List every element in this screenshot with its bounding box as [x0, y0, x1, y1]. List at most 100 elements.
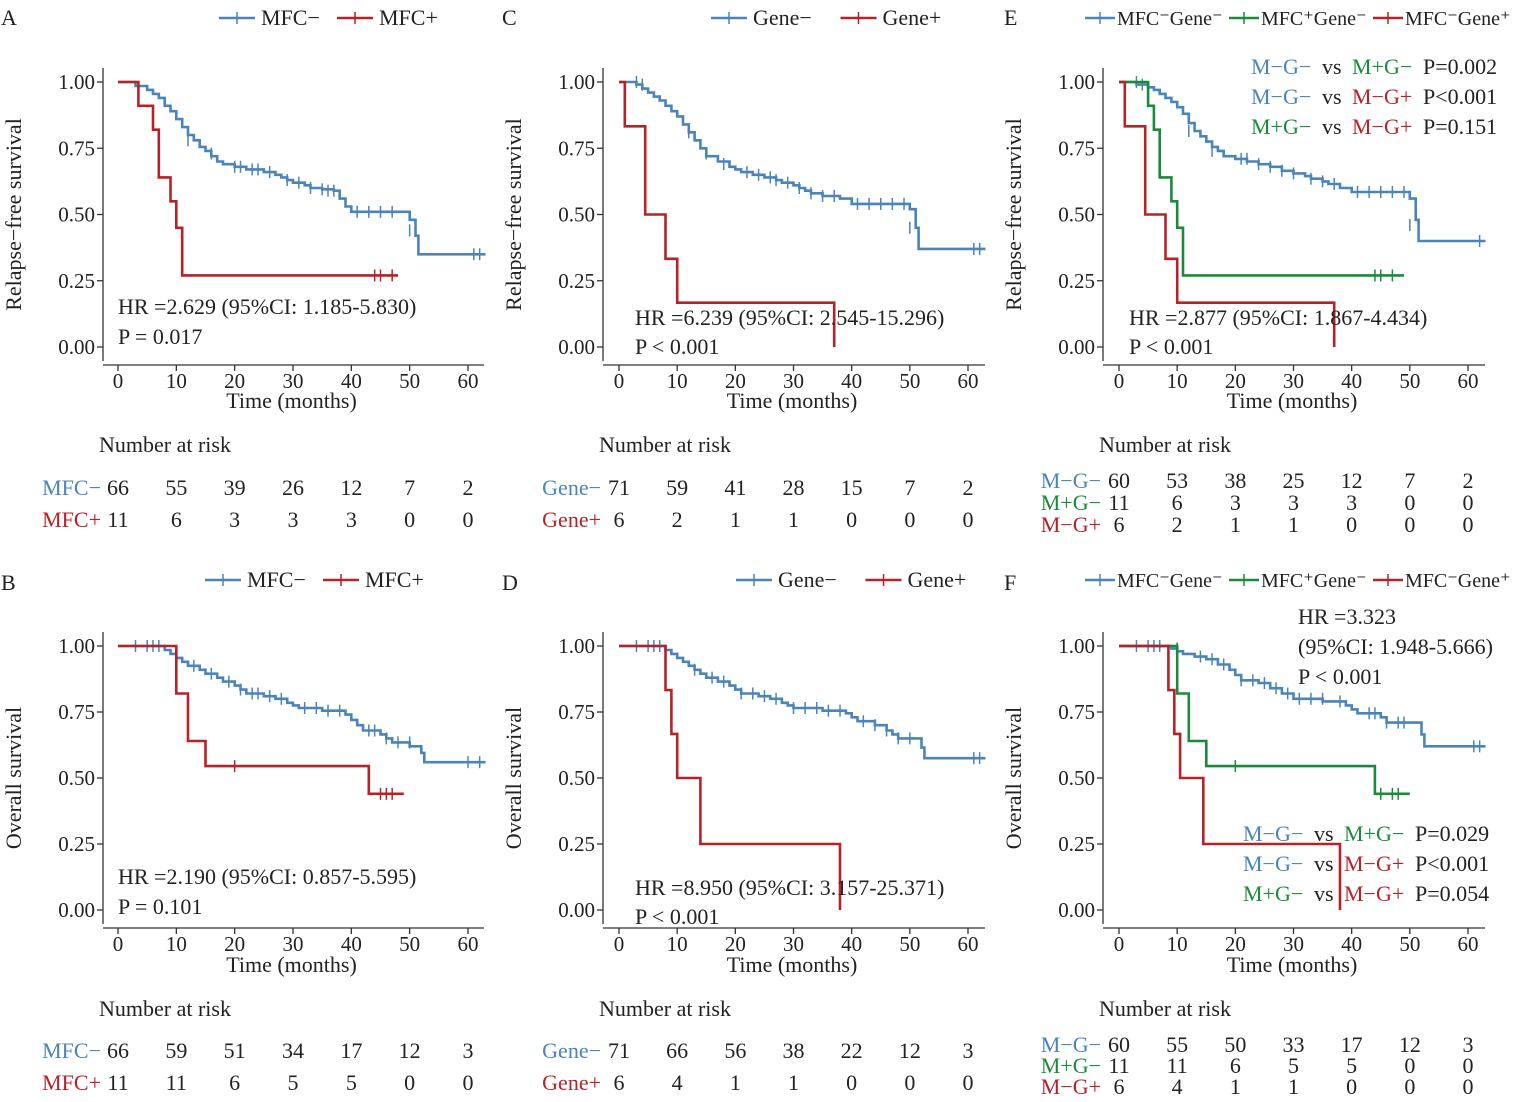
comparison-vs: vs: [1322, 114, 1342, 139]
y-axis-label: Relapse−free survival: [1001, 118, 1026, 311]
x-tick-label: 10: [1167, 369, 1188, 393]
risk-value: 15: [841, 475, 863, 500]
risk-value: 6: [1172, 490, 1183, 515]
comparison-group-b: M−G+: [1344, 851, 1404, 876]
comparison-p-value: P<0.001: [1423, 84, 1497, 109]
risk-value: 7: [404, 475, 415, 500]
y-tick-label: 0.25: [58, 832, 95, 856]
risk-value: 26: [282, 475, 304, 500]
comparison-p-value: P=0.029: [1415, 821, 1489, 846]
risk-value: 7: [904, 475, 915, 500]
hr-annotation: P < 0.001: [635, 334, 719, 359]
hr-annotation: HR =2.877 (95%CI: 1.867-4.434): [1129, 305, 1427, 330]
risk-value: 1: [1230, 1074, 1241, 1099]
x-tick-label: 20: [224, 932, 245, 956]
hr-annotation: (95%CI: 1.948-5.666): [1298, 634, 1493, 659]
x-axis-label: Time (months): [226, 952, 357, 977]
legend: Gene− Gene+: [736, 567, 966, 592]
risk-table-title: Number at risk: [1099, 432, 1231, 457]
x-axis-label: Time (months): [727, 952, 858, 977]
risk-value: 11: [1108, 490, 1129, 515]
comparison-row: M−G− vs M+G− P=0.029: [1243, 821, 1489, 846]
risk-value: 3: [963, 1038, 974, 1063]
x-tick-label: 0: [113, 369, 124, 393]
x-tick-label: 10: [667, 932, 688, 956]
y-tick-label: 0.75: [1058, 700, 1095, 724]
x-tick-label: 10: [667, 369, 688, 393]
risk-value: 6: [1114, 512, 1125, 537]
risk-row-label: Gene−: [542, 1038, 601, 1063]
hr-annotation: P < 0.001: [635, 904, 719, 929]
legend-label: MFC⁺Gene⁻: [1261, 570, 1367, 592]
risk-value: 3: [1230, 490, 1241, 515]
x-tick-label: 60: [458, 369, 479, 393]
risk-value: 59: [666, 475, 688, 500]
comparison-p-value: P=0.151: [1423, 114, 1497, 139]
risk-value: 2: [1172, 512, 1183, 537]
risk-value: 4: [672, 1070, 683, 1095]
x-axis-label: Time (months): [1227, 952, 1358, 977]
series-line-blue: [619, 644, 986, 760]
risk-value: 6: [614, 1070, 625, 1095]
x-tick-label: 10: [166, 932, 187, 956]
y-tick-label: 0.00: [558, 898, 595, 922]
series-line-red: [1119, 644, 1342, 910]
risk-value: 0: [963, 1070, 974, 1095]
risk-row-label: M−G−: [1041, 1032, 1101, 1057]
risk-table-title: Number at risk: [599, 996, 731, 1021]
y-axis-label: Relapse−free survival: [1, 118, 26, 311]
legend-label: Gene+: [883, 5, 942, 30]
risk-value: 11: [107, 507, 128, 532]
y-tick-label: 0.75: [1058, 136, 1095, 160]
y-axis-label: Relapse−free survival: [501, 118, 526, 311]
y-tick-label: 0.25: [558, 269, 595, 293]
comparison-row: M+G− vs M−G+ P=0.151: [1251, 114, 1497, 139]
comparison-group-b: M+G−: [1352, 54, 1412, 79]
panel-label: A: [1, 5, 17, 30]
risk-value: 41: [724, 475, 746, 500]
y-tick-label: 0.25: [1058, 269, 1095, 293]
risk-value: 51: [224, 1038, 246, 1063]
series-line-blue: [118, 644, 486, 764]
risk-value: 55: [1166, 1032, 1188, 1057]
risk-value: 66: [666, 1038, 688, 1063]
risk-value: 12: [899, 1038, 921, 1063]
comparison-p-value: P=0.054: [1415, 881, 1489, 906]
risk-value: 5: [288, 1070, 299, 1095]
x-tick-label: 20: [1225, 932, 1246, 956]
risk-value: 0: [1463, 1074, 1474, 1099]
risk-value: 17: [340, 1038, 362, 1063]
risk-value: 3: [1346, 490, 1357, 515]
y-tick-label: 0.25: [558, 832, 595, 856]
x-tick-label: 50: [399, 369, 420, 393]
x-tick-label: 20: [1225, 369, 1246, 393]
x-tick-label: 50: [899, 932, 920, 956]
risk-value: 53: [1166, 468, 1188, 493]
x-tick-label: 40: [841, 369, 862, 393]
risk-value: 0: [963, 507, 974, 532]
x-tick-label: 30: [1283, 932, 1304, 956]
x-tick-label: 30: [783, 932, 804, 956]
comparison-group-b: M−G+: [1352, 84, 1412, 109]
risk-value: 0: [904, 1070, 915, 1095]
y-tick-label: 0.75: [558, 700, 595, 724]
risk-value: 6: [1114, 1074, 1125, 1099]
risk-value: 0: [463, 1070, 474, 1095]
risk-row-label: MFC+: [42, 1070, 101, 1095]
y-tick-label: 0.00: [1058, 335, 1095, 359]
risk-row-label: MFC−: [42, 475, 101, 500]
risk-value: 3: [346, 507, 357, 532]
risk-row-label: M−G−: [1041, 468, 1101, 493]
comparison-group-a: M+G−: [1243, 881, 1303, 906]
y-tick-label: 0.75: [58, 700, 95, 724]
risk-value: 50: [1224, 1032, 1246, 1057]
risk-row-label: Gene+: [542, 507, 601, 532]
y-tick-label: 1.00: [558, 634, 595, 658]
risk-row-label: M+G−: [1041, 1053, 1101, 1078]
comparison-vs: vs: [1322, 84, 1342, 109]
legend-label: MFC+: [379, 5, 438, 30]
